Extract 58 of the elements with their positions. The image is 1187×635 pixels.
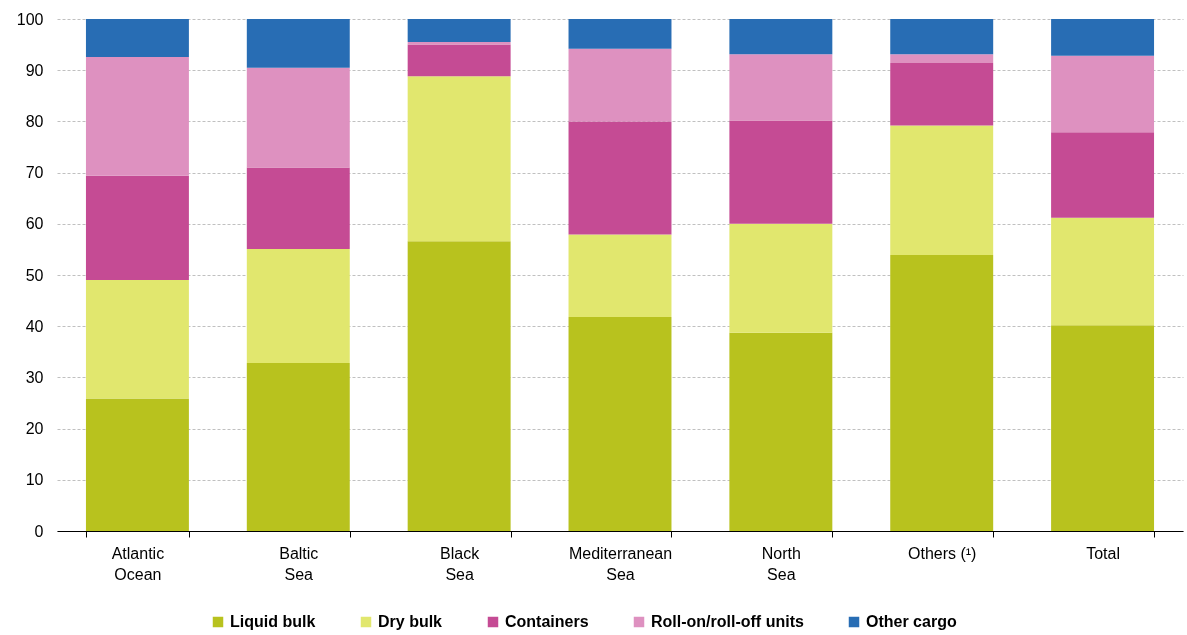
bar (729, 332, 833, 531)
bar (85, 398, 189, 531)
x-tick-label: Black Sea (440, 544, 481, 583)
bar (729, 120, 833, 224)
bar (246, 19, 350, 68)
x-tick-label: Mediterranean Sea (568, 544, 673, 583)
bar (1051, 55, 1155, 133)
bar (1051, 19, 1155, 56)
bar (729, 223, 833, 333)
bar (729, 19, 833, 55)
y-tick-label: 70 (25, 164, 44, 182)
y-tick-label: 10 (25, 471, 44, 489)
x-tick-label: Baltic Sea (279, 544, 319, 583)
bar (1051, 217, 1155, 326)
y-tick-label: 50 (25, 266, 44, 284)
bar (85, 19, 189, 57)
bar (246, 248, 350, 364)
bar (246, 167, 350, 249)
legend-label: Dry bulk (378, 613, 443, 630)
y-tick-label: 30 (25, 368, 44, 386)
y-tick-label: 80 (25, 112, 44, 130)
bar (246, 363, 350, 531)
bar (890, 19, 994, 55)
bar (568, 234, 672, 317)
bar (890, 255, 994, 531)
bar (890, 63, 994, 126)
bar (568, 19, 672, 49)
bar (85, 56, 189, 176)
x-tick-label: Others (¹) (907, 544, 977, 562)
legend-label: Liquid bulk (230, 613, 316, 630)
bar (85, 175, 189, 281)
x-tick-label: Atlantic Ocean (111, 544, 165, 583)
bar (407, 19, 511, 43)
bar (246, 67, 350, 168)
bar (568, 121, 672, 235)
x-tick-label: Total (1086, 544, 1120, 562)
y-tick-label: 0 (34, 522, 44, 540)
legend-label: Other cargo (866, 613, 957, 630)
bar (729, 54, 833, 121)
y-tick-label: 20 (25, 420, 44, 438)
bar (407, 241, 511, 531)
bar (85, 280, 189, 399)
x-tick-label: North Sea (761, 544, 801, 583)
bar (1051, 132, 1155, 218)
bar (407, 76, 511, 242)
bar (568, 48, 672, 122)
bar (568, 316, 672, 531)
y-tick-label: 90 (25, 61, 44, 79)
legend-label: Roll-on/roll-off units (651, 613, 804, 630)
bar (890, 54, 994, 64)
y-tick-label: 60 (25, 215, 44, 233)
bar (407, 44, 511, 77)
bar (890, 125, 994, 256)
y-tick-label: 40 (25, 317, 44, 335)
y-tick-label: 100 (16, 10, 44, 28)
legend-label: Containers (505, 613, 589, 630)
bar (1051, 325, 1155, 531)
bar (407, 42, 511, 45)
